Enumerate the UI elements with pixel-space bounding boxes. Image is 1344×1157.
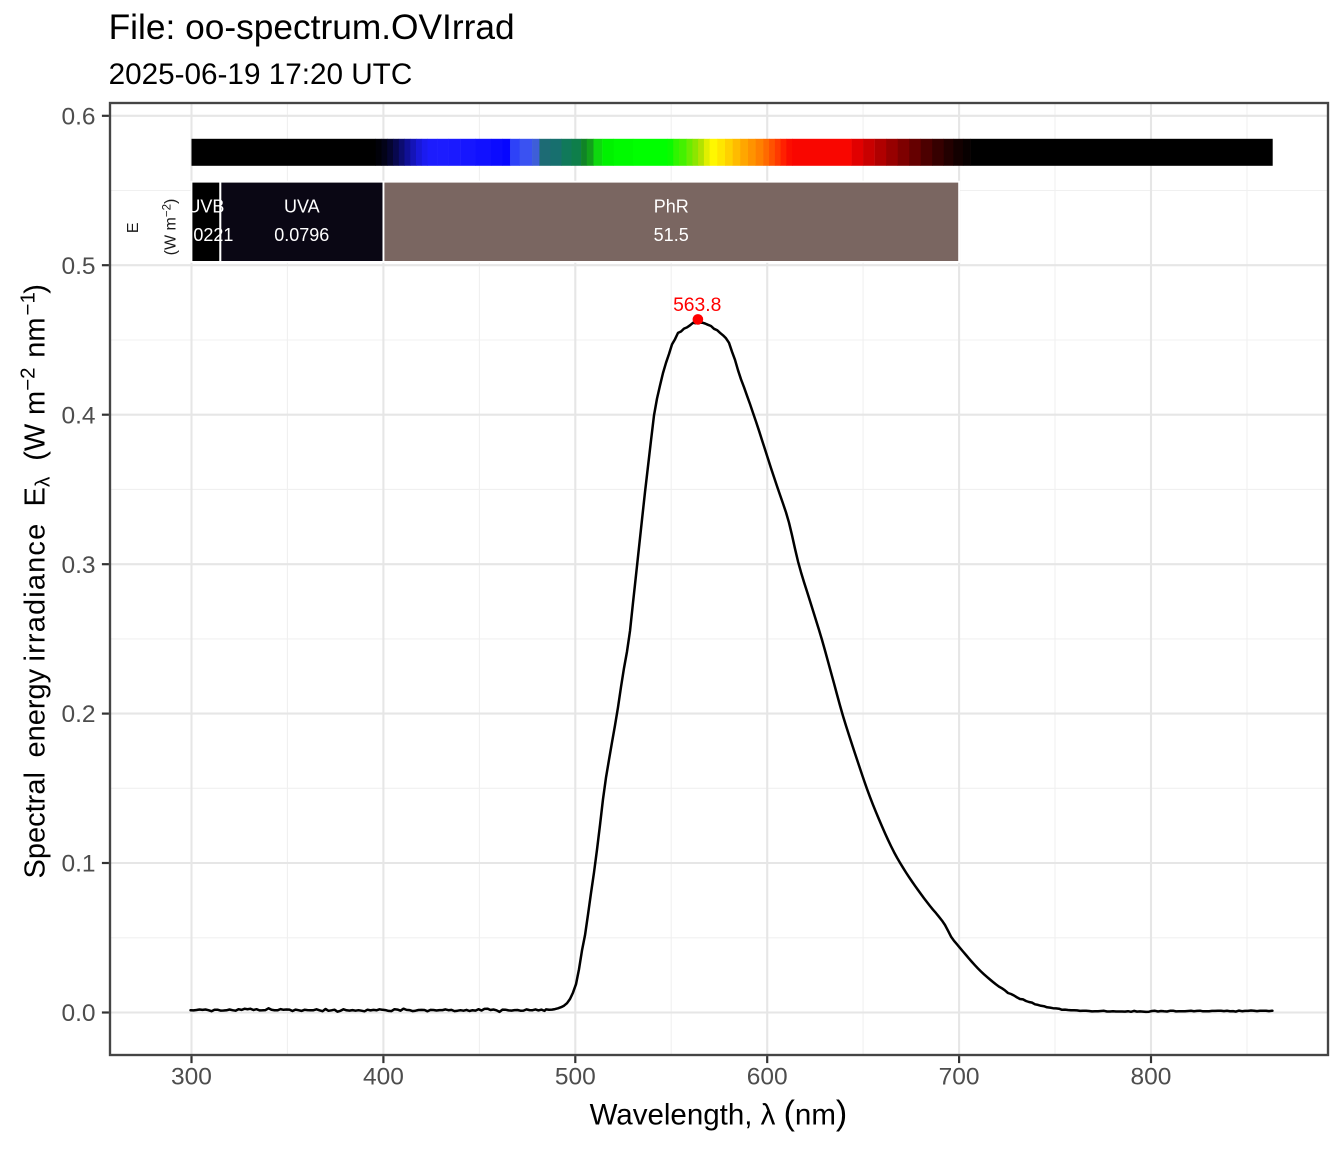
svg-text:0.4: 0.4 bbox=[61, 402, 95, 429]
svg-text:563.8: 563.8 bbox=[673, 295, 721, 316]
svg-text:m: m bbox=[20, 391, 52, 415]
svg-text:(W: (W bbox=[20, 423, 52, 461]
svg-text:): ) bbox=[20, 284, 52, 294]
svg-text:λ: λ bbox=[32, 476, 55, 487]
svg-text:500: 500 bbox=[555, 1064, 596, 1091]
svg-text:UVA: UVA bbox=[284, 196, 320, 216]
svg-text:−1: −1 bbox=[17, 292, 40, 315]
svg-text:PhR: PhR bbox=[654, 196, 689, 216]
svg-text:energy: energy bbox=[20, 668, 52, 757]
svg-text:2025-06-19 17:20 UTC: 2025-06-19 17:20 UTC bbox=[109, 58, 413, 91]
svg-text:Wavelength, λ (nm): Wavelength, λ (nm) bbox=[590, 1094, 848, 1132]
svg-text:400: 400 bbox=[363, 1064, 404, 1091]
svg-text:300: 300 bbox=[171, 1064, 212, 1091]
svg-text:700: 700 bbox=[939, 1064, 980, 1091]
svg-text:0.0: 0.0 bbox=[61, 1000, 95, 1027]
svg-text:UVB: UVB bbox=[187, 196, 224, 216]
svg-text:Spectral: Spectral bbox=[20, 772, 52, 878]
svg-text:51.5: 51.5 bbox=[654, 225, 689, 245]
svg-text:0.6: 0.6 bbox=[61, 103, 95, 130]
svg-text:E: E bbox=[125, 222, 142, 233]
svg-text:irradiance: irradiance bbox=[20, 523, 52, 662]
svg-text:File: oo-spectrum.OVIrrad: File: oo-spectrum.OVIrrad bbox=[109, 8, 515, 47]
svg-text:0.0221: 0.0221 bbox=[178, 225, 233, 245]
svg-text:nm: nm bbox=[20, 318, 52, 358]
svg-text:0.1: 0.1 bbox=[61, 851, 95, 878]
svg-text:0.2: 0.2 bbox=[61, 701, 95, 728]
svg-text:−2: −2 bbox=[17, 367, 40, 390]
svg-text:0.0796: 0.0796 bbox=[274, 225, 329, 245]
svg-text:600: 600 bbox=[747, 1064, 788, 1091]
svg-text:E: E bbox=[20, 487, 52, 506]
svg-text:0.5: 0.5 bbox=[61, 253, 95, 280]
svg-text:0.3: 0.3 bbox=[61, 552, 95, 579]
svg-text:800: 800 bbox=[1131, 1064, 1172, 1091]
